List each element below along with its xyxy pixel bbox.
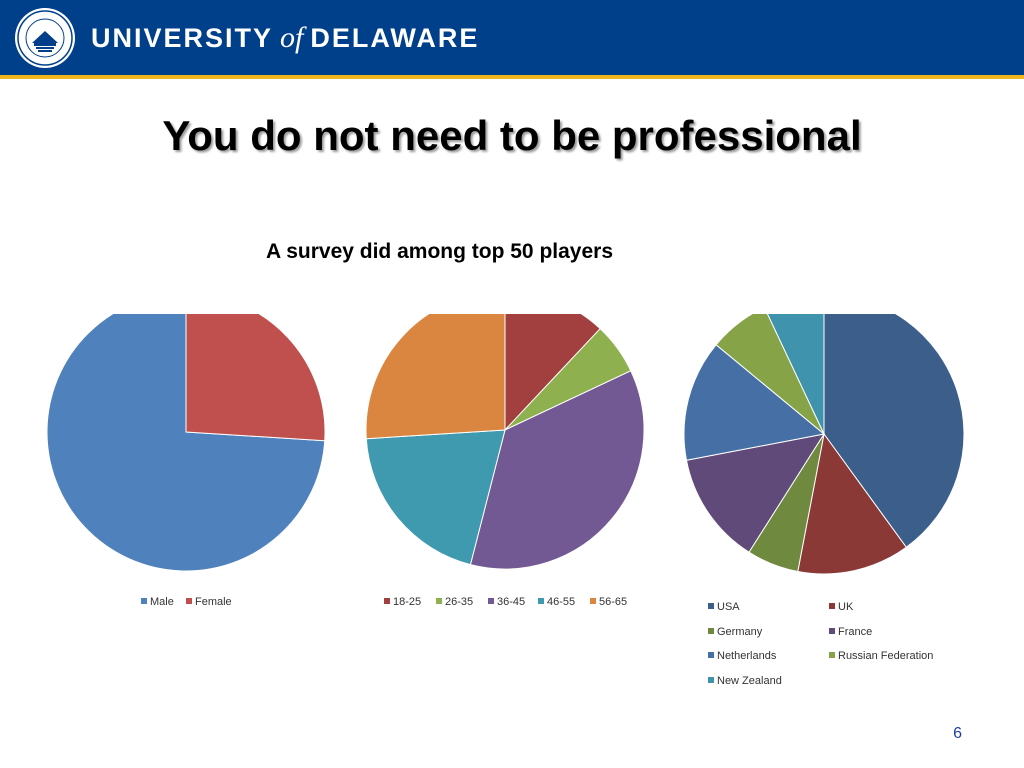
country-pie (683, 314, 965, 575)
legend-swatch (590, 598, 596, 604)
legend-label: UK (838, 601, 854, 613)
legend-label: 26-35 (445, 596, 474, 608)
legend-swatch (829, 652, 835, 658)
legend-item-56-65: 56-65 (590, 595, 627, 609)
legend-swatch (829, 603, 835, 609)
legend-item-netherlands: Netherlands (708, 649, 776, 663)
pie-slice-new-zealand (766, 314, 825, 435)
legend-item-18-25: 18-25 (384, 595, 421, 609)
legend-label: 46-55 (547, 596, 576, 608)
legend-swatch (488, 598, 494, 604)
age-pie (365, 314, 645, 570)
legend-item-46-55: 46-55 (538, 595, 575, 609)
pie-slice-male (46, 314, 326, 572)
legend-item-uk: UK (829, 600, 853, 614)
legend-label: New Zealand (717, 675, 782, 687)
pie-slice-56-65 (365, 314, 506, 440)
legend-swatch (538, 598, 544, 604)
pie-slice-uk (797, 432, 907, 575)
legend-label: France (838, 626, 873, 638)
university-seal-icon (15, 8, 75, 68)
pie-slice-usa (823, 314, 965, 548)
legend-label: Netherlands (717, 650, 777, 662)
legend-item-26-35: 26-35 (436, 595, 473, 609)
pie-slice-female (185, 314, 326, 442)
legend-label: USA (717, 601, 740, 613)
pie-slice-france (685, 433, 826, 553)
legend-label: Russian Federation (838, 650, 934, 662)
legend-item-germany: Germany (708, 625, 762, 639)
wordmark-delaware: DELAWARE (310, 23, 480, 53)
legend-label: 36-45 (497, 596, 526, 608)
header-bar: UNIVERSITY of DELAWARE (0, 0, 1024, 75)
legend-item-female: Female (186, 595, 232, 609)
legend-swatch (141, 598, 147, 604)
legend-item-russian-federation: Russian Federation (829, 649, 933, 663)
legend-item-male: Male (141, 595, 174, 609)
pie-slice-36-45 (469, 370, 645, 570)
pie-slice-46-55 (365, 429, 506, 566)
slide-subtitle: A survey did among top 50 players (266, 240, 613, 263)
legend-swatch (708, 603, 714, 609)
legend-swatch (708, 628, 714, 634)
legend-item-usa: USA (708, 600, 740, 614)
legend-label: 56-65 (599, 596, 628, 608)
pie-slice-18-25 (504, 314, 601, 432)
legend-item-new-zealand: New Zealand (708, 674, 782, 688)
legend-swatch (708, 677, 714, 683)
wordmark-university: UNIVERSITY (91, 23, 274, 53)
header-gold-rule (0, 75, 1024, 79)
page-number: 6 (953, 725, 962, 742)
gender-pie (46, 314, 326, 572)
legend-item-france: France (829, 625, 872, 639)
legend-label: Male (150, 596, 174, 608)
legend-label: 18-25 (393, 596, 422, 608)
pie-slice-russian-federation (715, 314, 825, 435)
legend-swatch (384, 598, 390, 604)
legend-swatch (186, 598, 192, 604)
wordmark-of: of (280, 21, 304, 54)
legend-swatch (708, 652, 714, 658)
university-wordmark: UNIVERSITY of DELAWARE (91, 21, 479, 55)
legend-label: Germany (717, 626, 763, 638)
legend-label: Female (195, 596, 232, 608)
legend-item-36-45: 36-45 (488, 595, 525, 609)
legend-swatch (829, 628, 835, 634)
slide-title: You do not need to be professional (162, 112, 862, 159)
pie-slice-netherlands (683, 344, 826, 461)
legend-swatch (436, 598, 442, 604)
